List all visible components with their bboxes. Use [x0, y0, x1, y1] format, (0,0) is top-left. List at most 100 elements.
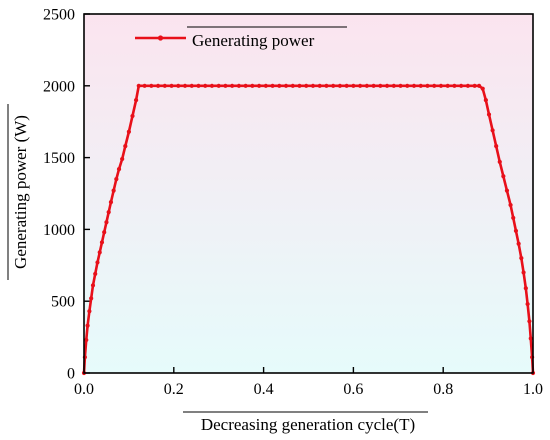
data-point [521, 270, 526, 275]
data-point [497, 159, 502, 165]
data-point [123, 144, 128, 149]
x-axis-title-text: Decreasing generation cycle(T) [201, 415, 415, 434]
data-point [283, 83, 289, 88]
data-point [196, 83, 201, 88]
data-point [337, 83, 343, 88]
data-point [351, 83, 356, 88]
y-axis-ticks: 0 500 1000 1500 2000 2500 [43, 7, 90, 383]
data-point [243, 83, 248, 88]
data-point [169, 83, 174, 88]
data-point [182, 83, 188, 88]
data-point [203, 83, 208, 88]
data-point [236, 83, 242, 88]
data-point [162, 83, 167, 88]
data-point [149, 83, 154, 88]
data-point [99, 240, 105, 245]
data-point [209, 83, 215, 88]
data-point [297, 83, 302, 88]
data-point [344, 83, 349, 88]
data-point [142, 83, 147, 88]
data-point [438, 83, 444, 88]
data-point [223, 83, 228, 88]
data-point [405, 83, 410, 88]
data-point [508, 202, 513, 208]
data-point [90, 283, 96, 288]
data-point [133, 98, 139, 103]
data-point [97, 250, 102, 255]
data-point [477, 83, 482, 88]
x-axis-title: Decreasing generation cycle(T) [183, 411, 428, 434]
data-point [93, 271, 98, 277]
data-point [95, 260, 100, 265]
data-point [501, 174, 506, 179]
data-point [490, 128, 495, 133]
data-point [263, 83, 268, 88]
data-point [411, 83, 417, 88]
x-tick-label: 0.0 [74, 381, 94, 398]
data-point [527, 319, 532, 324]
legend-label: Generating power [192, 31, 315, 50]
data-point [486, 112, 492, 117]
data-point [398, 83, 403, 88]
data-point [418, 83, 423, 88]
data-point [111, 188, 116, 193]
data-point [452, 83, 457, 88]
data-point [480, 86, 485, 91]
x-tick-label: 0.4 [254, 381, 274, 398]
data-point [116, 166, 122, 172]
data-point [230, 83, 235, 88]
x-tick-label: 0.2 [164, 381, 184, 398]
data-point [504, 188, 510, 193]
y-tick-label: 500 [51, 294, 75, 311]
y-tick-label: 2500 [43, 7, 75, 24]
data-point [277, 83, 282, 88]
data-point [511, 215, 516, 221]
y-tick-label: 1500 [43, 150, 75, 167]
y-tick-label: 1000 [43, 222, 75, 239]
plot-background [84, 14, 533, 373]
data-point [459, 83, 464, 88]
data-point [310, 83, 316, 88]
data-point [465, 83, 470, 88]
legend-marker-icon [157, 35, 164, 41]
data-point [120, 156, 125, 162]
data-point [519, 256, 524, 261]
data-point [270, 83, 275, 88]
x-tick-label: 1.0 [523, 381, 543, 398]
data-point [189, 83, 194, 88]
x-tick-label: 0.8 [433, 381, 453, 398]
data-point [516, 241, 521, 246]
y-tick-label: 2000 [43, 78, 75, 95]
data-point [155, 83, 161, 88]
data-point [364, 83, 369, 88]
data-point [358, 83, 363, 88]
data-point [257, 83, 262, 88]
data-point [378, 83, 383, 88]
data-point [250, 83, 255, 88]
data-point [114, 177, 119, 182]
data-point [324, 83, 329, 88]
series-markers [81, 83, 536, 376]
data-point [494, 144, 499, 149]
data-point [384, 83, 390, 88]
data-point [87, 309, 92, 314]
y-axis-title-text: Generating power (W) [11, 115, 30, 269]
data-point [331, 83, 336, 88]
data-point [130, 113, 135, 119]
data-point [425, 83, 430, 88]
data-point [432, 83, 437, 88]
data-point [472, 83, 477, 88]
legend: Generating power [135, 26, 347, 50]
data-point [108, 200, 114, 205]
data-point [513, 228, 519, 233]
data-point [525, 301, 530, 307]
data-point [104, 220, 109, 225]
data-point [106, 210, 111, 215]
y-tick-label: 0 [67, 366, 75, 383]
data-point [136, 83, 141, 88]
data-point [102, 230, 107, 235]
data-point [317, 83, 322, 88]
data-point [126, 129, 131, 134]
data-point [89, 296, 94, 301]
